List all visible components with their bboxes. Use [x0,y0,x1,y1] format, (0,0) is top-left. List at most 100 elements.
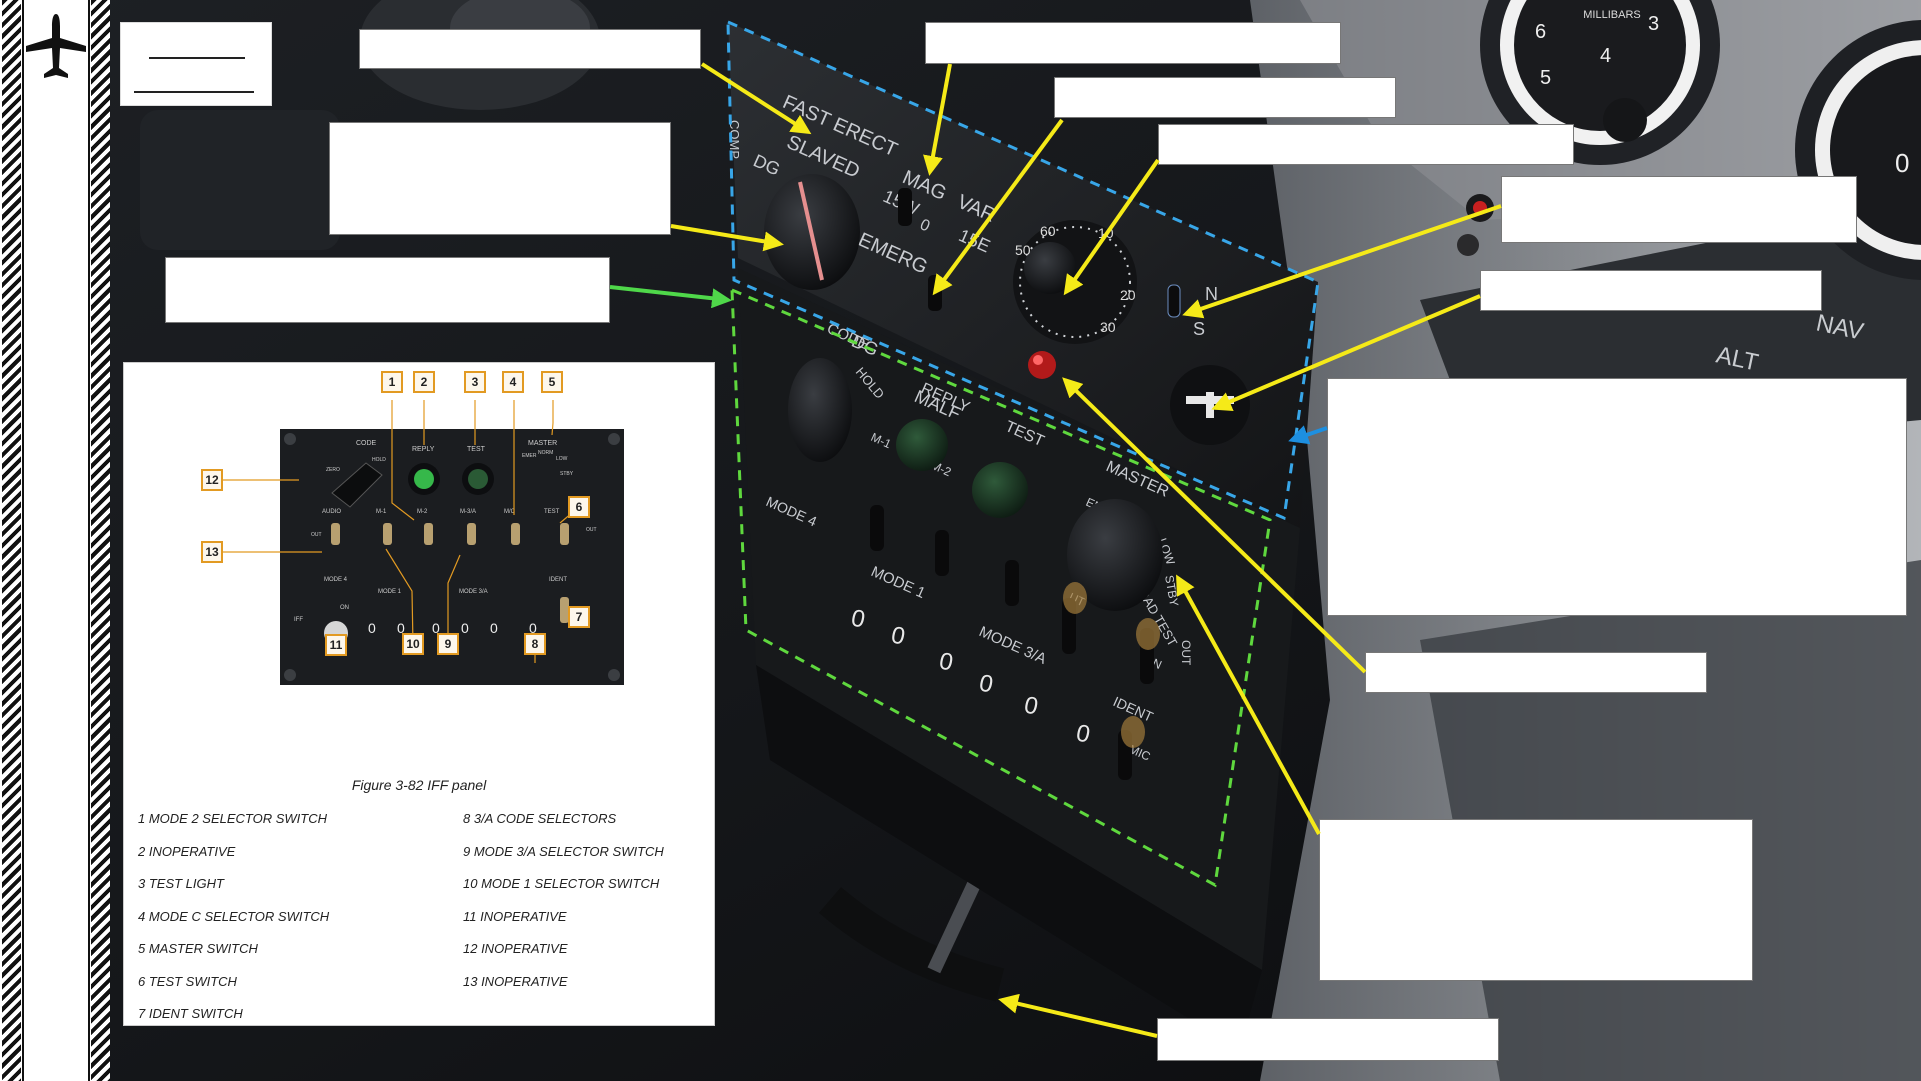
mag-var-knob[interactable] [1024,242,1076,294]
fig-digit: 0 [490,620,498,636]
fig-out-label: OUT [311,532,322,538]
m3a-switch[interactable] [1005,560,1019,606]
legend-item: 7 IDENT SWITCH [138,1006,243,1021]
fig-mode4-label: MODE 4 [324,577,348,583]
m2-switch[interactable] [935,530,949,576]
legend-item: 2 INOPERATIVE [138,843,236,859]
fig-hold-label: HOLD [372,457,386,463]
legend-item: 5 MASTER SWITCH [138,941,258,956]
legend-item: 4 MODE C SELECTOR SWITCH [138,908,330,924]
gauge-number: 4 [1600,45,1611,67]
fig-m2-label: M-2 [417,509,428,515]
callout-box-pedal-adjustment [1157,1018,1499,1061]
fig-test-label: TEST [467,446,486,453]
callout-box-lat-knob [1480,270,1822,311]
gauge-number: 3 [1648,13,1659,35]
dial-tick: 50 [1015,242,1031,258]
sidebar [0,0,110,1081]
gauge-number: 5 [1540,67,1551,89]
fig-zero-label: ZERO [326,467,340,473]
legend-item: 12 INOPERATIVE [463,941,568,956]
callout-number-4: 4 [502,371,524,393]
dial-tick: 60 [1040,223,1056,239]
callout-number-9: 9 [437,633,459,655]
hatch-stripe-right [91,0,110,1081]
fig-mode1-label: MODE 1 [378,589,402,595]
fig-master-label: MASTER [528,440,557,447]
fig-ident-label: IDENT [549,577,567,583]
callout-number-5: 5 [541,371,563,393]
subtitle-line [134,91,254,93]
fig-low-label: LOW [556,456,568,462]
fig-norm-label: NORM [538,450,553,456]
millibars-label: MILLIBARS [1583,9,1640,21]
callout-number-12: 12 [201,469,223,491]
legend-item: 3 TEST LIGHT [138,876,224,891]
fig-audio-label: AUDIO [322,509,341,515]
figure-caption: Figure 3-82 IFF panel [351,777,487,793]
callout-box-iff-panel [165,257,610,323]
fig-stby-label: STBY [560,471,574,477]
airplane-icon [26,14,86,78]
fig-emer-label: EMER [522,453,537,459]
legend-item: 13 INOPERATIVE [463,973,568,989]
callout-box-rad-test [1319,819,1753,981]
dial-tick: 10 [1098,225,1114,241]
iff-figure: CODE REPLY TEST MASTER EMER NORM LOW STB… [212,400,624,685]
fig-digit: 0 [368,620,376,636]
fig-code-label: CODE [356,440,377,447]
callout-box-mag-var [925,22,1341,64]
dial-tick: 20 [1120,287,1136,303]
legend-item: 1 MODE 2 SELECTOR SWITCH [138,811,328,826]
dial-tick: 30 [1100,319,1116,335]
legend-item: 9 MODE 3/A SELECTOR SWITCH [463,843,664,859]
callout-number-13: 13 [201,541,223,563]
callout-box-lat-switch [1501,176,1857,243]
callout-number-1: 1 [381,371,403,393]
legend-item: 6 TEST SWITCH [138,973,237,989]
fig-out-label: OUT [586,527,597,533]
fig-digit: 0 [432,620,440,636]
stripe-rule [22,0,24,1081]
fig-iff-label: IFF [294,617,303,623]
m1-switch[interactable] [870,505,884,551]
fig-digit: 0 [529,620,537,636]
callout-number-6: 6 [568,496,590,518]
callout-box-mag-var-knob [1158,124,1574,165]
fig-reply-label: REPLY [412,446,435,453]
legend-item: 11 INOPERATIVE [463,908,567,924]
s-label: S [1193,319,1205,339]
callout-number-2: 2 [413,371,435,393]
fig-m3a-label: M-3/A [460,509,476,515]
fig-digit: 0 [397,620,405,636]
fig-mode3a-label: MODE 3/A [459,589,488,595]
title-line [149,57,245,59]
callout-box-fast-erect [359,29,701,69]
comp-label: COMP [727,120,742,159]
callout-number-8: 8 [524,633,546,655]
callout-number-3: 3 [464,371,486,393]
gauge-number: 6 [1535,21,1546,43]
legend-item: 10 MODE 1 SELECTOR SWITCH [463,876,660,891]
title-box [120,22,272,106]
fig-test-small-label: TEST [544,509,560,515]
callout-box-slaved-knob [329,122,671,235]
callout-box-compass-panel [1327,378,1907,616]
fig-m1-label: M-1 [376,509,387,515]
callout-box-dg-switch [1054,77,1396,118]
fig-mc-label: M/C [504,509,516,515]
callout-number-11: 11 [325,634,347,656]
legend-item: 8 3/A CODE SELECTORS [463,811,617,826]
stripe-rule [88,0,90,1081]
right-gauge-number: 0 [1895,148,1909,178]
test-light[interactable] [972,462,1028,518]
callout-number-7: 7 [568,606,590,628]
fig-on-label: ON [340,605,349,611]
hatch-stripe-left [2,0,21,1081]
callout-box-malf-light [1365,652,1707,693]
n-label: N [1205,284,1218,304]
iff-figure-card: CODE REPLY TEST MASTER EMER NORM LOW STB… [123,362,715,1026]
reply-light [896,419,948,471]
code-knob[interactable] [788,358,852,462]
